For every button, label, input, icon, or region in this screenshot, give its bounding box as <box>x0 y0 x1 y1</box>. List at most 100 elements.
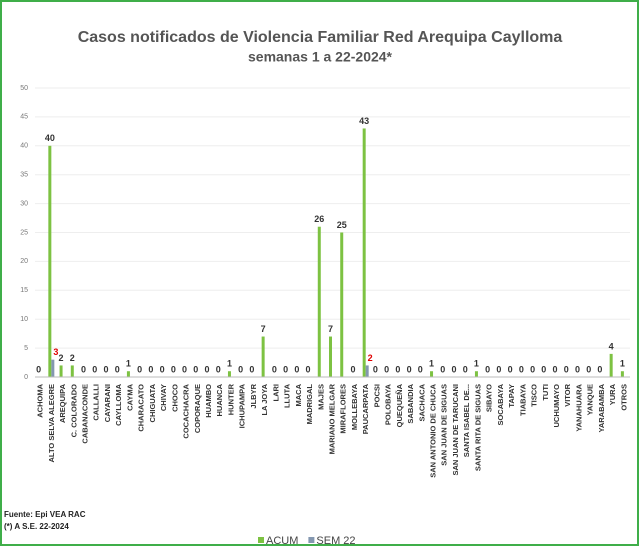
chart-subtitle: semanas 1 a 22-2024* <box>248 49 393 65</box>
x-tick-label: AREQUIPA <box>58 383 67 423</box>
bar <box>70 365 74 377</box>
data-label: 0 <box>182 364 187 374</box>
y-tick-label: 10 <box>20 316 28 323</box>
y-tick-label: 50 <box>20 85 28 92</box>
x-tick-label: JLBYR <box>249 383 258 408</box>
data-label: 0 <box>575 364 580 374</box>
data-label: 2 <box>70 353 75 363</box>
y-tick-label: 20 <box>20 258 28 265</box>
y-tick-label: 25 <box>20 229 28 236</box>
data-label: 0 <box>451 364 456 374</box>
x-tick-label: TIABAYA <box>518 383 527 416</box>
x-tick-label: LLUTA <box>283 383 292 408</box>
x-tick-label: CHARACATO <box>137 384 146 432</box>
x-tick-label: COCACHACRA <box>182 383 191 438</box>
x-tick-label: CAYMA <box>125 383 134 410</box>
source: Fuente: Epi VEA RAC <box>4 510 86 519</box>
data-label: 1 <box>429 359 434 369</box>
data-label: 0 <box>373 364 378 374</box>
data-label: 0 <box>294 364 299 374</box>
x-tick-label: QUEQUEÑA <box>395 383 404 427</box>
x-tick-label: ACHOMA <box>36 383 45 417</box>
bar <box>51 359 55 377</box>
x-tick-label: HUAMBO <box>204 384 213 418</box>
data-label: 0 <box>496 364 501 374</box>
data-label: 0 <box>530 364 535 374</box>
data-label: 2 <box>368 353 373 363</box>
x-tick-label: SACHACA <box>417 383 426 421</box>
data-label: 0 <box>205 364 210 374</box>
data-label: 25 <box>337 220 347 230</box>
bar <box>362 128 366 377</box>
y-tick-label: 15 <box>20 287 28 294</box>
x-tick-label: CHIVAY <box>159 384 168 411</box>
legend-swatch <box>258 537 264 543</box>
x-tick-label: MADRIGAL <box>305 384 314 425</box>
data-label: 0 <box>306 364 311 374</box>
x-tick-label: LARI <box>271 384 280 402</box>
data-label: 0 <box>171 364 176 374</box>
bar <box>261 336 265 377</box>
data-label: 1 <box>620 359 625 369</box>
bar <box>430 371 434 377</box>
x-tick-label: SOCABAYA <box>496 383 505 425</box>
bar <box>59 365 63 377</box>
x-tick-label: ICHUPAMPA <box>238 383 247 428</box>
data-label: 0 <box>553 364 558 374</box>
y-tick-label: 0 <box>24 374 28 381</box>
data-label: 0 <box>115 364 120 374</box>
data-label: 0 <box>384 364 389 374</box>
x-tick-label: SANTA RITA DE SIGUAS <box>473 384 482 471</box>
x-tick-label: SAN JUAN DE SIGUAS <box>440 384 449 466</box>
x-tick-label: UCHUMAYO <box>552 384 561 428</box>
data-label: 0 <box>350 364 355 374</box>
data-label: 0 <box>519 364 524 374</box>
data-label: 26 <box>314 214 324 224</box>
x-tick-label: MARIANO MELGAR <box>327 383 336 454</box>
bar <box>609 353 613 377</box>
x-tick-label: MIRAFLORES <box>339 384 348 434</box>
data-label: 0 <box>407 364 412 374</box>
data-label: 2 <box>59 353 64 363</box>
x-tick-label: CAYLLOMA <box>114 383 123 425</box>
x-tick-label: SAN ANTONIO DE CHUCA <box>429 383 438 477</box>
data-label: 0 <box>249 364 254 374</box>
x-tick-label: OTROS <box>619 384 628 411</box>
data-label: 40 <box>45 133 55 143</box>
data-label: 0 <box>193 364 198 374</box>
x-tick-label: POLOBAYA <box>384 383 393 425</box>
note: (*) A S.E. 22-2024 <box>4 522 69 531</box>
x-tick-label: HUANCA <box>215 383 224 416</box>
legend-label: ACUM <box>266 535 298 546</box>
data-label: 0 <box>272 364 277 374</box>
data-label: 0 <box>485 364 490 374</box>
x-tick-label: CHIGUATA <box>148 383 157 422</box>
data-label: 0 <box>283 364 288 374</box>
data-label: 0 <box>541 364 546 374</box>
x-tick-label: YANAHUARA <box>574 383 583 431</box>
data-label: 0 <box>586 364 591 374</box>
x-tick-label: MAJES <box>316 384 325 410</box>
x-tick-label: SIBAYO <box>485 384 494 412</box>
data-label: 43 <box>359 116 369 126</box>
x-tick-label: CHOCO <box>170 384 179 412</box>
data-label: 1 <box>474 359 479 369</box>
bar <box>329 336 332 377</box>
data-label: 1 <box>126 359 131 369</box>
x-tick-label: SABANDIA <box>406 383 415 423</box>
x-tick-label: HUNTER <box>226 383 235 415</box>
data-label: 0 <box>238 364 243 374</box>
y-tick-label: 30 <box>20 200 28 207</box>
y-tick-label: 5 <box>24 345 28 352</box>
x-tick-label: CAYARANI <box>103 384 112 422</box>
x-tick-label: MOLLEBAYA <box>350 383 359 430</box>
y-tick-label: 35 <box>20 172 28 179</box>
x-tick-label: YARABAMBA <box>597 383 606 432</box>
chart-title: Casos notificados de Violencia Familiar … <box>78 29 563 46</box>
data-label: 0 <box>137 364 142 374</box>
x-tick-label: SAN JUAN DE TARUCANI <box>451 384 460 476</box>
bar <box>48 145 52 377</box>
bar <box>365 365 369 377</box>
data-label: 0 <box>508 364 513 374</box>
